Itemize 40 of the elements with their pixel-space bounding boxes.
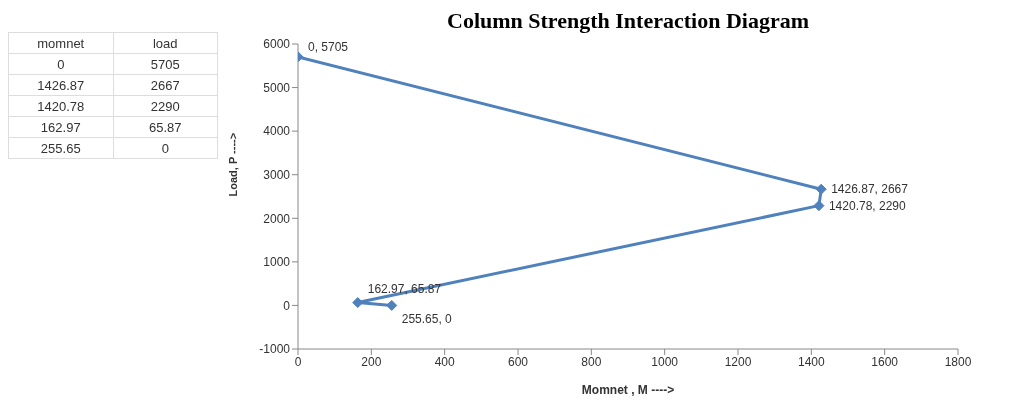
y-tick-label: 3000 — [263, 167, 291, 182]
text: 2667 — [113, 74, 218, 96]
point — [815, 183, 827, 195]
y-tick-label: -1000 — [259, 342, 291, 357]
x-tick-label: 1800 — [944, 354, 972, 369]
y-tick-label: 0 — [283, 298, 291, 313]
y-tick-label: 4000 — [263, 124, 291, 139]
chart-title: Column Strength Interaction Diagram — [446, 8, 810, 34]
text: momnet — [8, 32, 113, 54]
x-tick-label: 600 — [507, 354, 529, 369]
x-tick-label: 1200 — [724, 354, 752, 369]
text: 5705 — [113, 53, 218, 75]
text: 1426.87 — [8, 74, 113, 96]
text: 0 — [8, 53, 113, 75]
x-tick-label: 200 — [361, 354, 382, 369]
x-tick-label: 1400 — [797, 354, 825, 369]
x-tick-label: 800 — [581, 354, 602, 369]
data-label: 255.65, 0 — [401, 312, 453, 327]
data-label: 0, 5705 — [308, 39, 349, 54]
data-label: 1420.78, 2290 — [828, 198, 907, 213]
text: 0 — [113, 137, 218, 159]
text: 162.97 — [8, 116, 113, 138]
text: 1420.78 — [8, 95, 113, 117]
y-tick-label: 5000 — [263, 80, 291, 95]
y-axis-title: Load, P ----> — [226, 132, 239, 197]
x-tick-label: 1000 — [651, 354, 679, 369]
x-tick-label: 0 — [294, 354, 302, 369]
point — [813, 200, 825, 212]
x-axis-title: Momnet , M ----> — [581, 383, 675, 397]
data-label: 1426.87, 2667 — [831, 182, 909, 197]
text: load — [113, 32, 218, 54]
text: 65.87 — [113, 116, 218, 138]
text: 255.65 — [8, 137, 113, 159]
y-tick-label: 2000 — [263, 211, 291, 226]
y-tick-label: 1000 — [263, 255, 291, 270]
x-tick-label: 1600 — [871, 354, 899, 369]
point — [386, 299, 398, 311]
x-tick-label: 400 — [434, 354, 455, 369]
text: 2290 — [113, 95, 218, 117]
y-tick-label: 6000 — [263, 37, 291, 52]
